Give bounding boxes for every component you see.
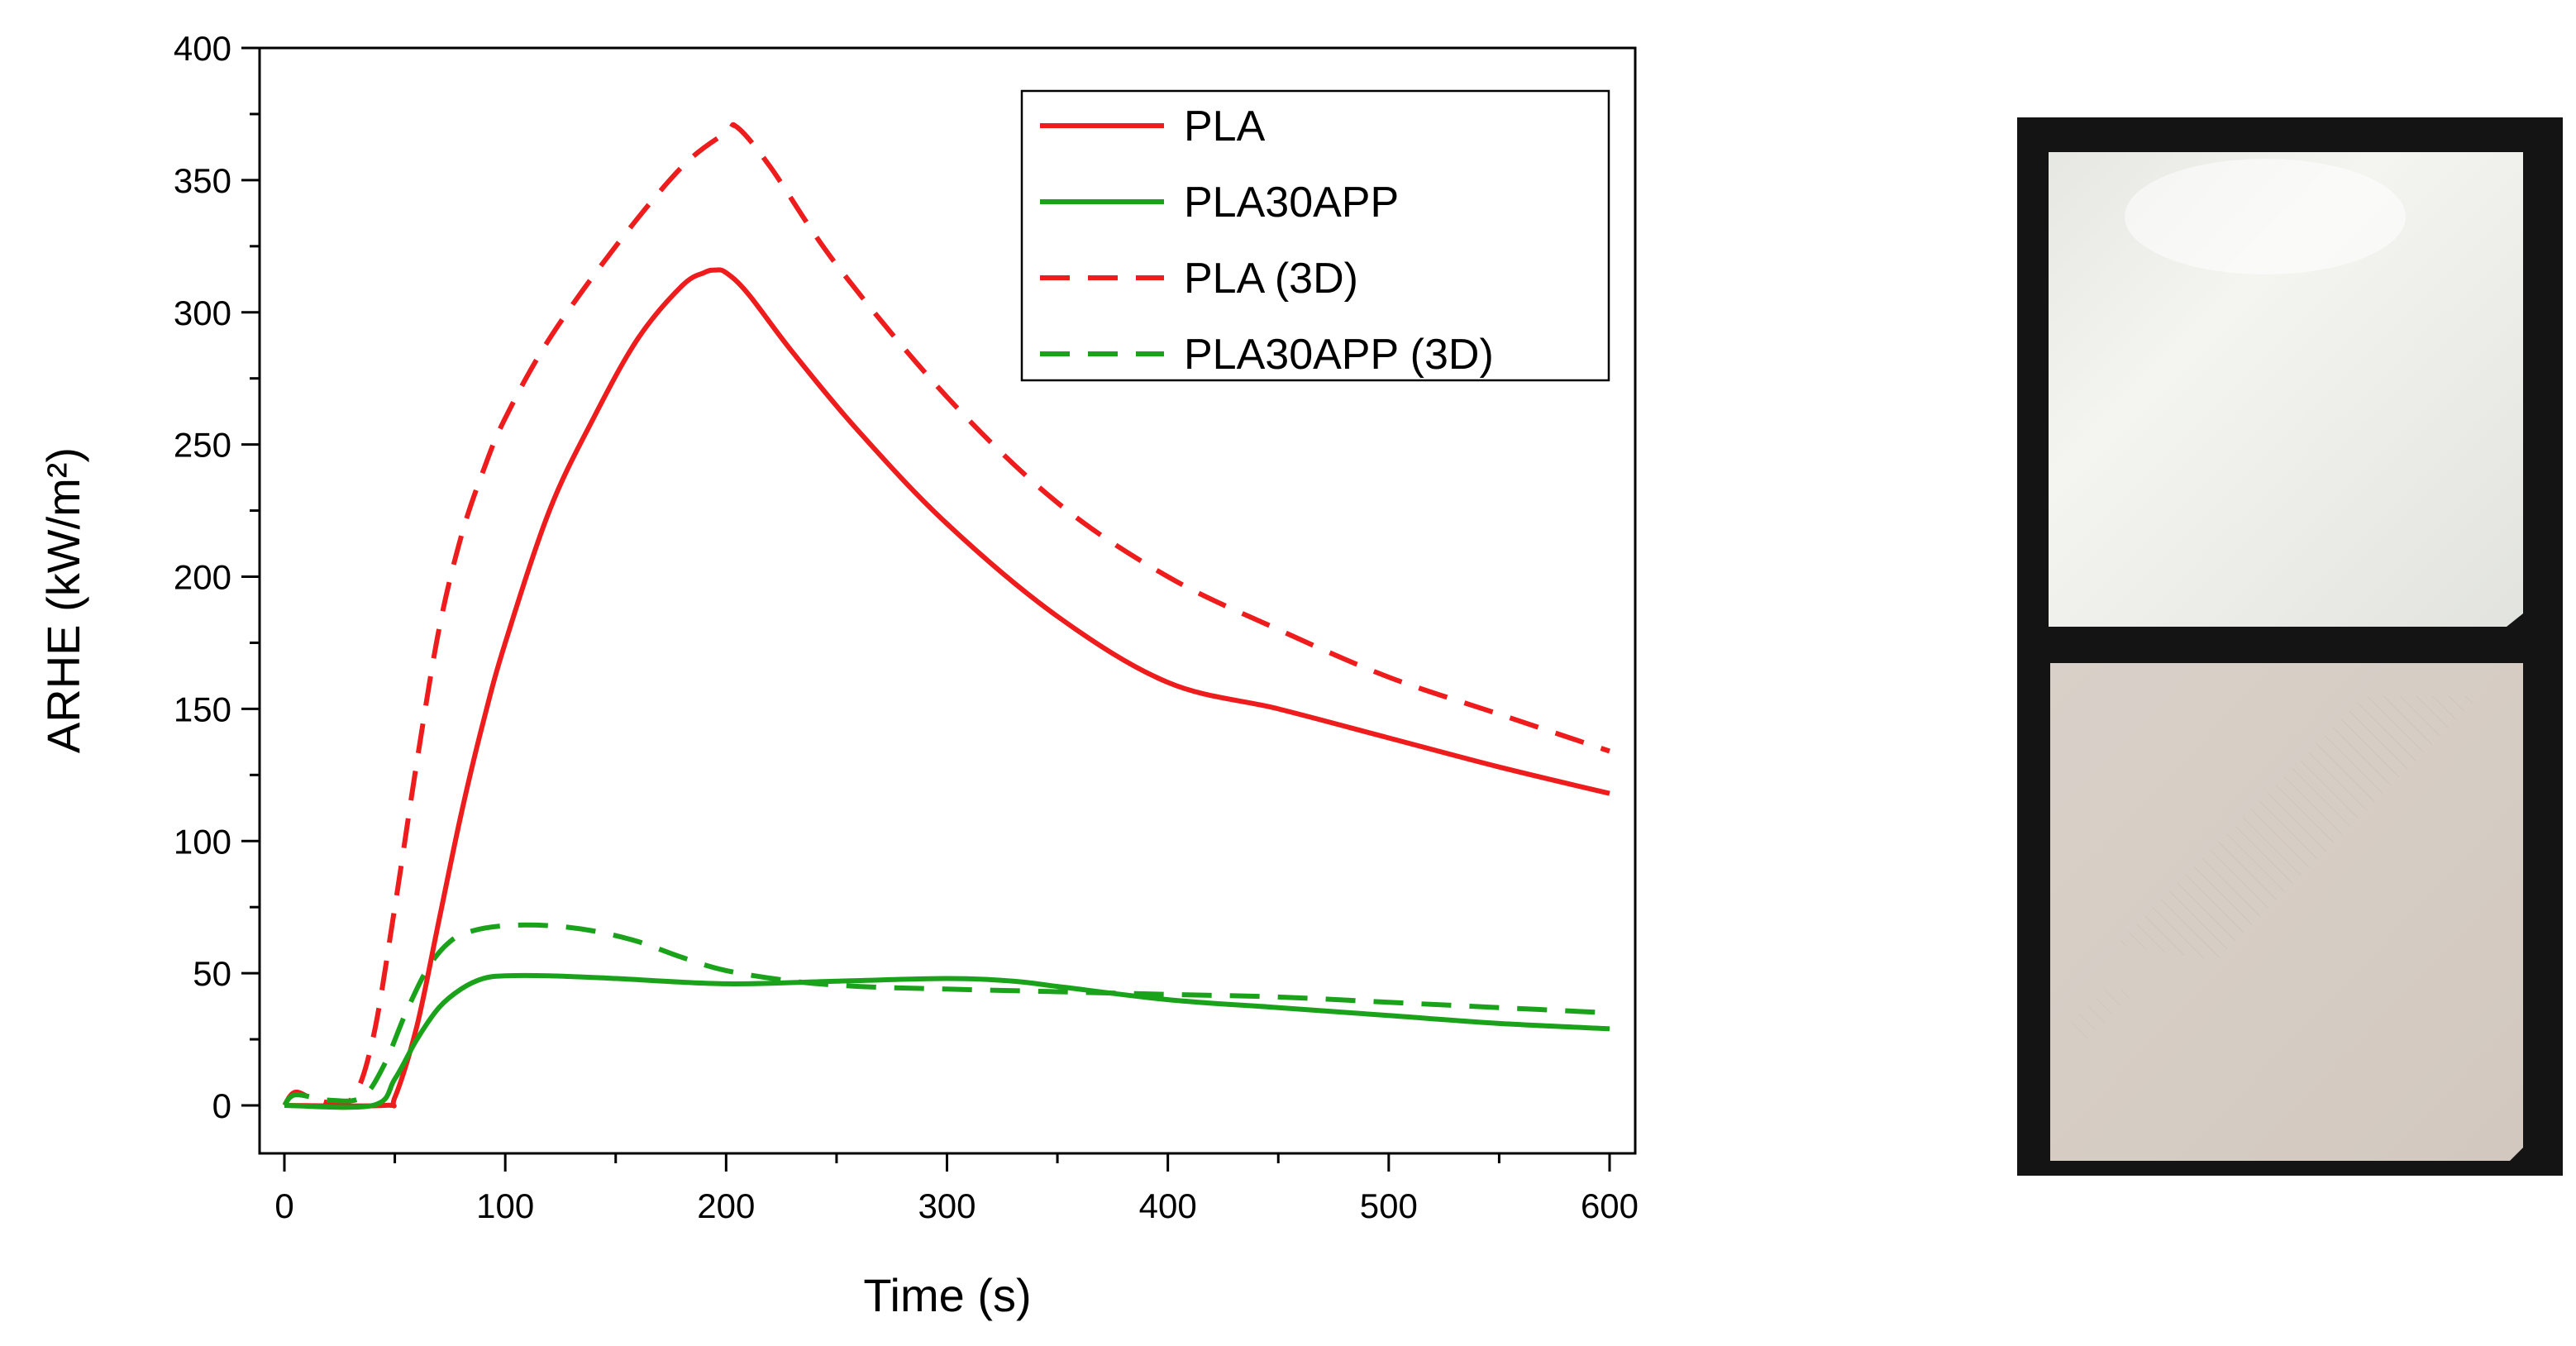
y-tick-label: 350	[174, 161, 231, 200]
legend-label: PLA (3D)	[1184, 255, 1358, 303]
top-sample	[2049, 152, 2523, 627]
legend-label: PLA	[1184, 103, 1266, 150]
axis-ticks	[241, 46, 1611, 1172]
x-tick-label: 400	[1139, 1186, 1197, 1225]
top-sample-glare	[2125, 159, 2406, 274]
x-tick-label: 600	[1581, 1186, 1639, 1225]
x-tick-label: 500	[1360, 1186, 1418, 1225]
x-tick-label: 300	[918, 1186, 976, 1225]
bottom-sample	[2050, 663, 2523, 1161]
legend: PLA PLA30APP PLA (3D) PLA30APP (3D)	[1020, 89, 1610, 382]
arhe-chart: 0 100 200 300 400 500 600 0 50 100 150 200 250 300 350…	[37, 29, 1639, 1321]
y-tick-label: 300	[174, 294, 231, 332]
legend-label: PLA30APP (3D)	[1184, 331, 1494, 379]
y-tick-label: 0	[212, 1086, 231, 1125]
series-line-pla-3d	[282, 122, 1610, 1108]
sample-photo	[2017, 117, 2563, 1176]
x-tick-label: 100	[476, 1186, 534, 1225]
x-tick-label: 0	[274, 1186, 293, 1225]
legend-box	[1020, 89, 1610, 382]
bottom-sample-print-lines-2	[2067, 986, 2133, 1043]
y-tick-label: 50	[193, 954, 231, 993]
series-line-pla30app-3d	[282, 922, 1610, 1108]
y-tick-label: 400	[174, 29, 231, 68]
series-lines	[282, 122, 1610, 1110]
x-axis-title: Time (s)	[863, 1269, 1031, 1321]
series-line-pla30app	[284, 972, 1610, 1110]
axis-tick-labels: 0 100 200 300 400 500 600 0 50 100 150 200 250 300 350…	[174, 29, 1639, 1225]
series-line-pla	[284, 267, 1610, 1109]
y-tick-label: 100	[174, 822, 231, 861]
y-tick-label: 200	[174, 558, 231, 597]
y-tick-label: 150	[174, 690, 231, 728]
y-axis-title: ARHE (kW/m²)	[37, 447, 89, 753]
y-tick-label: 250	[174, 426, 231, 465]
legend-label: PLA30APP	[1184, 179, 1399, 227]
bottom-sample-print-lines	[2116, 696, 2480, 961]
x-tick-label: 200	[697, 1186, 755, 1225]
